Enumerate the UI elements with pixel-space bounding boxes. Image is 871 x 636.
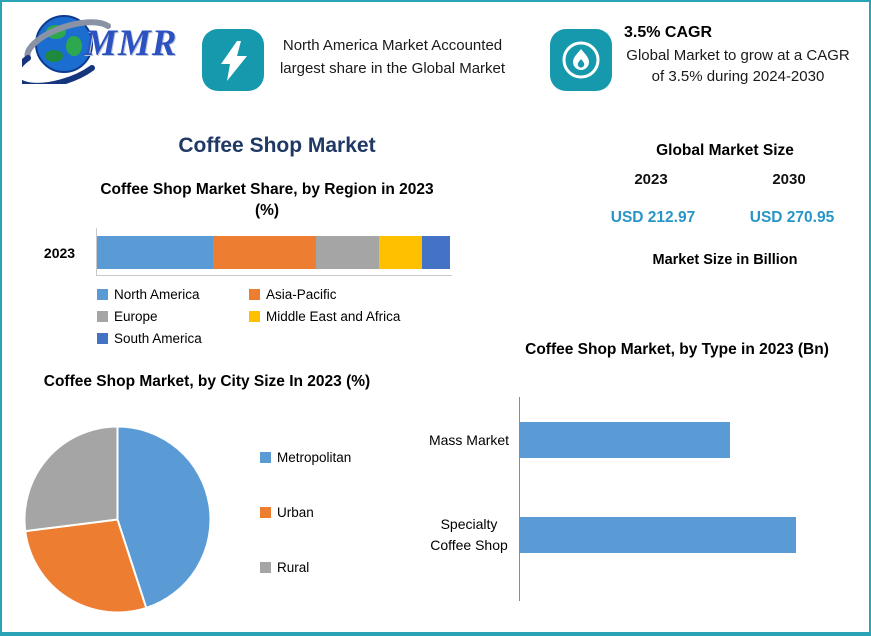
lightning-icon bbox=[202, 29, 264, 91]
globe-orbit-icon bbox=[12, 15, 111, 89]
pie-legend-label-rural: Rural bbox=[277, 560, 310, 575]
logo-text: MMR bbox=[84, 23, 178, 64]
region-legend: North America Asia-Pacific Europe Middle Ea… bbox=[97, 283, 459, 349]
bar-segment-middle-east-and-africa bbox=[379, 236, 422, 269]
pie-legend-item-urban: Urban bbox=[260, 505, 351, 520]
highlight-share-text: North America Market Accounted largest s… bbox=[279, 37, 506, 77]
legend-label-asia-pacific: Asia-Pacific bbox=[266, 286, 337, 302]
pie-slice-rural bbox=[23, 425, 119, 533]
type-bar-chart: Mass Market Specialty Coffee Shop bbox=[427, 394, 864, 606]
bar-specialty-coffee-shop bbox=[520, 517, 796, 553]
region-stacked-bar bbox=[97, 236, 450, 269]
bar-segment-north-america bbox=[97, 236, 214, 269]
bar-segment-south-america bbox=[421, 236, 450, 269]
type-chart-title: Coffee Shop Market, by Type in 2023 (Bn) bbox=[525, 341, 829, 358]
highlight-cagr-block: 3.5% CAGR Global Market to grow at a CAG… bbox=[624, 24, 852, 88]
legend-item-north-america: North America bbox=[97, 283, 249, 305]
pie-legend-item-metropolitan: Metropolitan bbox=[260, 450, 351, 465]
legend-item-asia-pacific: Asia-Pacific bbox=[249, 283, 459, 305]
region-chart-y-axis-line bbox=[96, 228, 97, 276]
bar-row-mass-market: Mass Market bbox=[427, 422, 864, 458]
bar-label-specialty-coffee-shop: Specialty Coffee Shop bbox=[430, 516, 508, 553]
cagr-text: Global Market to grow at a CAGR of 3.5% … bbox=[626, 47, 850, 86]
bar-segment-asia-pacific bbox=[213, 236, 316, 269]
market-size-note: Market Size in Billion bbox=[652, 252, 798, 268]
pie-legend-label-urban: Urban bbox=[277, 505, 314, 520]
city-size-legend: Metropolitan Urban Rural bbox=[260, 450, 351, 575]
bar-row-specialty-coffee-shop: Specialty Coffee Shop bbox=[427, 514, 864, 556]
pie-slice-metropolitan bbox=[116, 425, 212, 610]
region-chart-x-axis-line bbox=[96, 275, 452, 276]
legend-marker-asia-pacific bbox=[249, 288, 261, 300]
legend-label-europe: Europe bbox=[114, 308, 158, 324]
market-size-year-end: 2030 bbox=[772, 171, 806, 188]
market-size-value-end: USD 270.95 bbox=[749, 209, 835, 226]
pie-legend-marker-urban bbox=[260, 507, 271, 518]
legend-marker-north-america bbox=[97, 288, 108, 300]
city-size-pie-chart bbox=[23, 425, 212, 614]
legend-marker-europe bbox=[97, 310, 108, 322]
page-title: Coffee Shop Market bbox=[178, 134, 376, 157]
market-size-value-start: USD 212.97 bbox=[610, 209, 696, 226]
region-chart-title: Coffee Shop Market Share, by Region in 2… bbox=[100, 181, 434, 219]
type-chart-y-axis-line bbox=[519, 397, 520, 601]
legend-marker-middle-east-and-africa bbox=[249, 310, 261, 322]
legend-item-europe: Europe bbox=[97, 305, 249, 327]
legend-marker-south-america bbox=[97, 332, 108, 344]
pie-legend-marker-metropolitan bbox=[260, 452, 271, 463]
bar-label-mass-market: Mass Market bbox=[428, 431, 510, 448]
legend-label-north-america: North America bbox=[114, 286, 200, 302]
pie-slice-urban bbox=[24, 518, 148, 614]
cagr-title: 3.5% CAGR bbox=[624, 24, 713, 41]
pie-legend-marker-rural bbox=[260, 562, 271, 573]
pie-legend-item-rural: Rural bbox=[260, 560, 351, 575]
legend-label-south-america: South America bbox=[114, 330, 202, 346]
legend-item-middle-east-and-africa: Middle East and Africa bbox=[249, 305, 459, 327]
legend-item-south-america: South America bbox=[97, 327, 249, 349]
region-chart-category-label: 2023 bbox=[43, 245, 76, 261]
flame-icon bbox=[550, 29, 612, 91]
market-size-year-start: 2023 bbox=[634, 171, 668, 188]
bar-mass-market bbox=[520, 422, 730, 458]
pie-legend-label-metropolitan: Metropolitan bbox=[277, 450, 352, 465]
city-size-chart-title: Coffee Shop Market, by City Size In 2023… bbox=[43, 373, 371, 390]
legend-label-middle-east-and-africa: Middle East and Africa bbox=[266, 308, 401, 324]
market-size-title: Global Market Size bbox=[656, 142, 794, 159]
mmr-logo: MMR bbox=[12, 6, 197, 89]
bar-segment-europe bbox=[315, 236, 380, 269]
